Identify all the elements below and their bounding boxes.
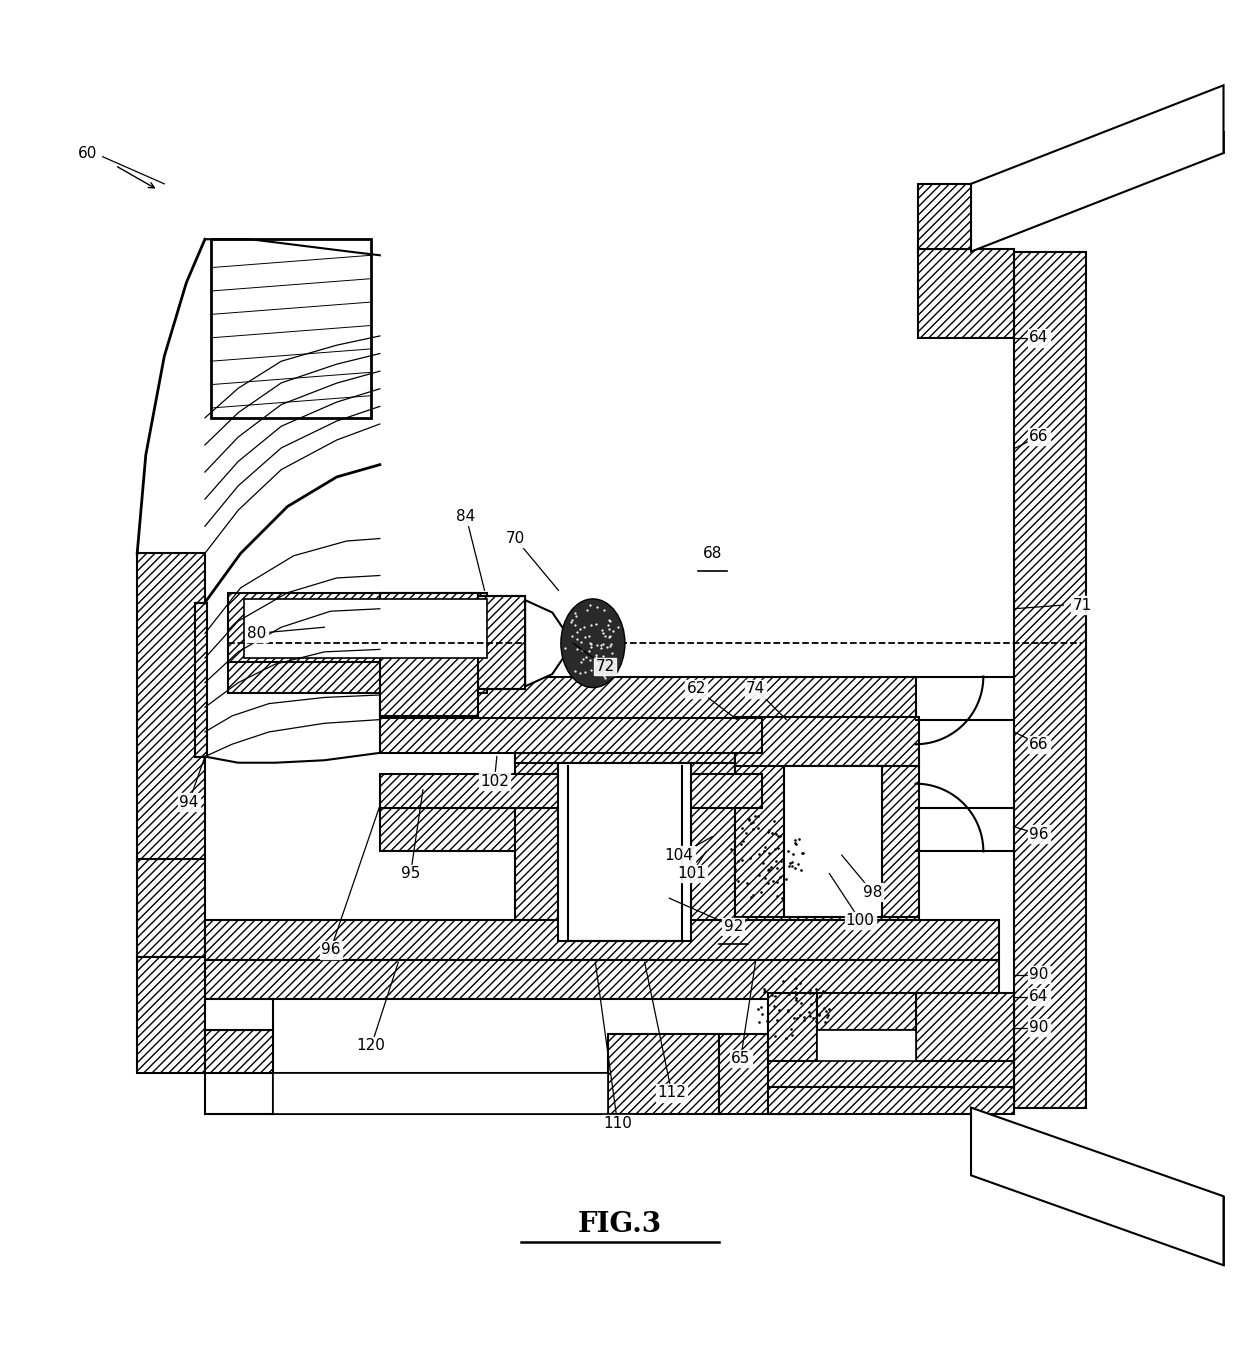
- Bar: [211, 239, 371, 418]
- Bar: [817, 1030, 915, 1061]
- Bar: [273, 1073, 608, 1114]
- Bar: [768, 993, 817, 1061]
- Bar: [228, 662, 487, 693]
- Bar: [915, 993, 1014, 1061]
- Text: 95: 95: [401, 866, 420, 881]
- Bar: [895, 1020, 972, 1097]
- Bar: [918, 249, 1014, 338]
- Bar: [608, 1034, 718, 1114]
- Text: 74: 74: [745, 682, 765, 697]
- Text: 96: 96: [321, 943, 340, 958]
- Bar: [883, 766, 919, 917]
- Bar: [516, 932, 734, 959]
- Text: 84: 84: [456, 509, 476, 524]
- Bar: [734, 917, 919, 959]
- Bar: [244, 599, 487, 658]
- Bar: [1014, 252, 1085, 1108]
- Bar: [734, 720, 784, 959]
- Text: 100: 100: [846, 913, 874, 928]
- Text: 70: 70: [506, 532, 525, 547]
- Text: 62: 62: [687, 682, 706, 697]
- Text: 60: 60: [78, 146, 98, 161]
- Bar: [918, 184, 973, 252]
- Bar: [692, 720, 734, 959]
- Text: 90: 90: [1029, 967, 1049, 982]
- Bar: [138, 958, 205, 1073]
- Bar: [718, 1034, 799, 1114]
- Text: 98: 98: [863, 885, 882, 900]
- Text: 72: 72: [595, 659, 615, 674]
- Bar: [228, 593, 487, 664]
- Text: 104: 104: [665, 847, 693, 863]
- Polygon shape: [971, 85, 1224, 252]
- Bar: [768, 1042, 1014, 1089]
- Text: 64: 64: [1029, 330, 1049, 345]
- Text: 94: 94: [180, 794, 198, 809]
- Text: 68: 68: [703, 545, 722, 561]
- Text: 96: 96: [1029, 827, 1049, 842]
- Bar: [138, 553, 205, 862]
- Bar: [195, 602, 207, 756]
- Bar: [379, 718, 761, 752]
- Bar: [138, 859, 205, 958]
- Bar: [516, 720, 734, 763]
- Text: 90: 90: [1029, 1020, 1049, 1035]
- Bar: [379, 593, 479, 640]
- Polygon shape: [971, 1108, 1224, 1265]
- Bar: [205, 1000, 273, 1030]
- Bar: [817, 993, 915, 1030]
- Bar: [479, 597, 526, 689]
- Text: 66: 66: [1029, 737, 1049, 752]
- Text: 65: 65: [732, 1051, 750, 1066]
- Text: 80: 80: [247, 626, 267, 641]
- Ellipse shape: [560, 599, 625, 687]
- Text: 102: 102: [480, 774, 508, 789]
- Bar: [784, 766, 883, 917]
- Bar: [918, 1049, 973, 1109]
- Bar: [734, 717, 919, 766]
- Text: 64: 64: [1029, 989, 1049, 1004]
- Bar: [205, 920, 999, 959]
- Bar: [205, 1030, 273, 1073]
- Bar: [379, 808, 915, 851]
- Text: 110: 110: [603, 1116, 632, 1131]
- Text: 92: 92: [724, 919, 743, 934]
- Text: 112: 112: [657, 1085, 686, 1100]
- Text: FIG.3: FIG.3: [578, 1211, 662, 1238]
- Bar: [379, 676, 915, 720]
- Bar: [379, 636, 479, 716]
- Bar: [516, 720, 558, 959]
- Text: 71: 71: [1073, 598, 1091, 613]
- Text: 120: 120: [357, 1039, 386, 1054]
- Polygon shape: [526, 601, 573, 686]
- Bar: [768, 1086, 1014, 1114]
- Text: 101: 101: [677, 866, 706, 881]
- Bar: [558, 763, 692, 942]
- Bar: [205, 959, 999, 1000]
- Text: 66: 66: [1029, 429, 1049, 444]
- Bar: [379, 774, 761, 808]
